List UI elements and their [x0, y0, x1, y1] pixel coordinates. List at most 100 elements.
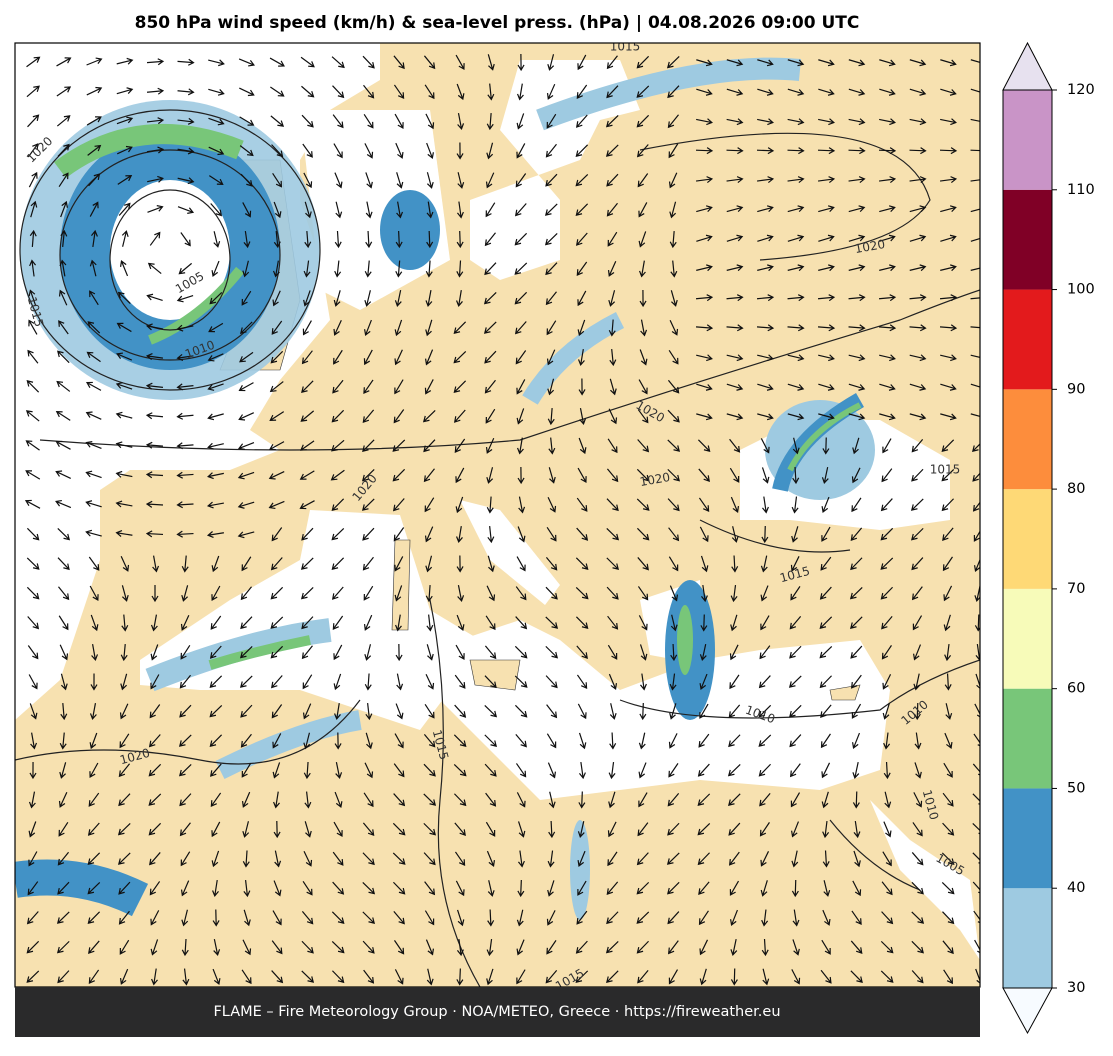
wind-arrow [149, 704, 161, 719]
wind-arrow [58, 821, 69, 837]
wind-arrow [608, 791, 616, 809]
wind-arrow [758, 763, 771, 777]
wind-arrow [28, 674, 38, 690]
colorbar-band [1003, 489, 1052, 589]
wind-arrow [118, 910, 130, 925]
wind-arrow [393, 84, 405, 100]
wind-arrow [396, 673, 404, 691]
wind-arrow [485, 437, 495, 454]
wind-arrow [726, 383, 744, 391]
wind-arrow [28, 791, 36, 809]
wind-arrow [518, 496, 526, 514]
wind-arrow [666, 852, 680, 865]
wind-arrow [268, 441, 285, 451]
wind-arrow [818, 118, 835, 126]
wind-arrow [24, 499, 41, 509]
wind-arrow [909, 324, 927, 332]
wind-arrow [848, 383, 866, 391]
wind-arrow [730, 939, 738, 956]
wind-arrow [667, 881, 680, 895]
colorbar-tick-label: 50 [1067, 780, 1085, 796]
wind-arrow [362, 556, 374, 571]
wind-arrow [761, 525, 769, 544]
wind-arrow [668, 763, 679, 778]
wind-arrow [607, 438, 618, 454]
wind-arrow [30, 200, 38, 218]
wind-arrow [176, 442, 194, 450]
wind-arrow [487, 525, 495, 544]
wind-arrow [881, 645, 892, 660]
wind-arrow [941, 852, 955, 865]
wind-arrow [363, 84, 375, 99]
wind-arrow [545, 645, 559, 659]
wind-arrow [424, 910, 435, 926]
isobar-label: 1015 [610, 40, 641, 54]
wind-arrow [970, 237, 980, 242]
colorbar-over [1002, 41, 1053, 91]
wind-arrow [640, 319, 648, 337]
wind-arrow [848, 59, 866, 67]
wind-arrow [115, 470, 133, 478]
wind-arrow [852, 437, 860, 455]
wind-arrow [241, 556, 252, 572]
wind-arrow [484, 379, 496, 394]
wind-arrow [60, 200, 68, 218]
wind-arrow [909, 118, 927, 126]
wind-arrow [302, 674, 313, 690]
wind-arrow [118, 881, 131, 895]
wind-arrow [728, 793, 741, 806]
wind-arrow [516, 408, 525, 425]
wind-arrow [760, 438, 770, 454]
wind-arrow [971, 443, 980, 452]
wind-arrow [514, 704, 528, 718]
wind-arrow [547, 850, 555, 868]
wind-arrow [789, 734, 802, 748]
wind-arrow [608, 290, 616, 307]
wind-arrow [940, 383, 957, 391]
wind-arrow [822, 850, 830, 868]
wind-arrow [303, 761, 311, 780]
wind-arrow [819, 645, 833, 659]
wind-arrow [696, 59, 713, 67]
wind-arrow [146, 323, 163, 331]
wind-arrow [821, 467, 829, 484]
wind-arrow [89, 201, 99, 217]
wind-arrow [272, 762, 281, 779]
wind-arrow [272, 910, 282, 926]
wind-arrow [698, 910, 709, 926]
wind-arrow [485, 792, 497, 807]
wind-arrow [484, 763, 497, 777]
wind-arrow [455, 290, 463, 308]
wind-arrow [145, 471, 164, 479]
wind-arrow [120, 673, 128, 691]
wind-arrow [817, 176, 836, 184]
wind-arrow [637, 439, 650, 453]
wind-arrow [363, 969, 375, 984]
wind-arrow [88, 940, 100, 954]
wind-arrow [364, 319, 372, 337]
wind-arrow [636, 85, 650, 98]
wind-arrow [273, 791, 280, 809]
wind-arrow [424, 379, 434, 395]
wind-arrow [757, 383, 774, 391]
wind-arrow [942, 556, 953, 572]
wind-arrow [881, 468, 893, 483]
wind-arrow [396, 172, 404, 189]
wind-arrow [726, 354, 744, 362]
wind-arrow [974, 703, 980, 718]
wind-arrow [668, 349, 679, 365]
wind-arrow [423, 439, 436, 453]
wind-arrow [453, 380, 467, 394]
wind-arrow [546, 704, 558, 719]
wind-arrow [364, 260, 372, 278]
wind-arrow [117, 291, 131, 304]
wind-arrow [271, 320, 283, 335]
wind-arrow [516, 909, 524, 927]
wind-arrow [90, 673, 98, 691]
wind-arrow [59, 644, 69, 661]
wind-arrow [148, 822, 162, 836]
wind-arrow [762, 496, 769, 514]
wind-arrow [546, 733, 557, 749]
wind-arrow [548, 437, 556, 455]
wind-arrow [670, 260, 678, 278]
